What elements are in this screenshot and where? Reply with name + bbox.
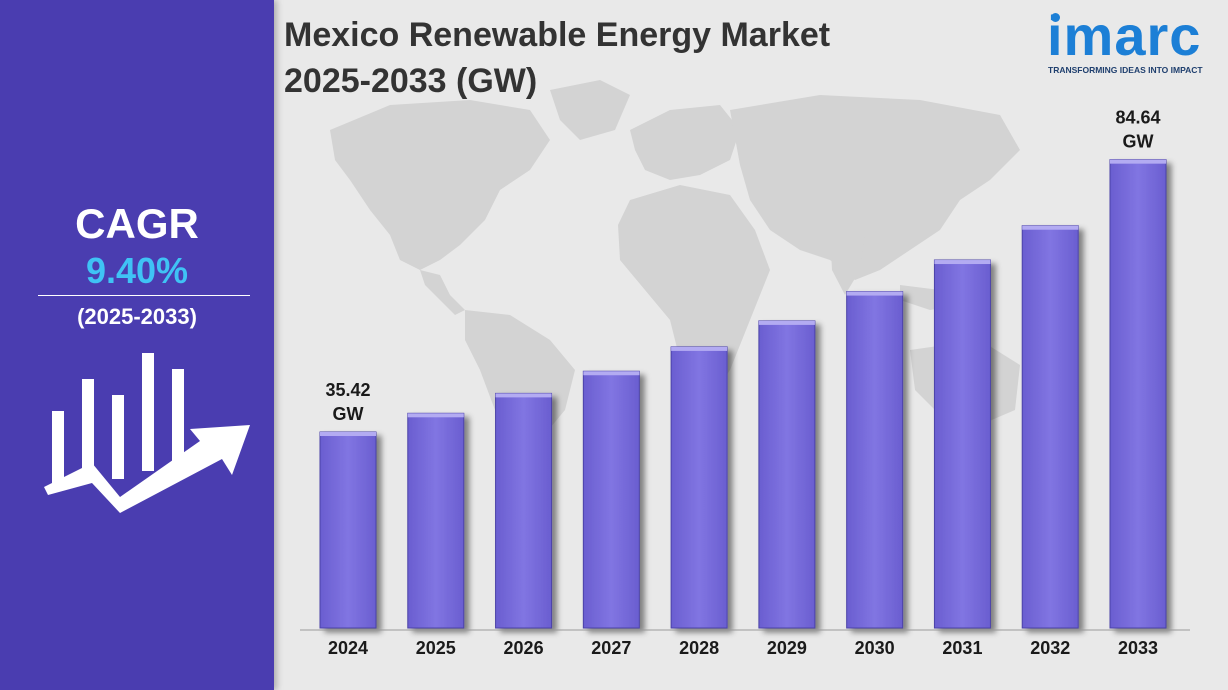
bars-layer [319,159,1167,629]
x-tick-label: 2026 [504,638,544,658]
logo-word: imarc [1047,4,1202,67]
x-tick-label: 2029 [767,638,807,658]
bar-top-highlight-2025 [407,413,464,418]
bar-2024 [319,431,377,629]
cagr-period: (2025-2033) [77,304,197,329]
data-labels: 35.42 GW 84.64 GW [325,108,1160,424]
bar-top-highlight-2032 [1022,225,1079,230]
bar-2028 [670,346,728,629]
imarc-logo: imarc TRANSFORMING IDEAS INTO IMPACT [1045,4,1215,76]
growth-chart-icon [44,353,250,513]
bar-2030 [846,291,904,629]
bar-top-highlight-2024 [320,432,376,437]
bar-top-highlight-2028 [671,346,728,351]
cagr-label: CAGR [75,200,199,247]
x-tick-label: 2024 [328,638,368,658]
cagr-value: 9.40% [85,250,189,291]
chart-title: Mexico Renewable Energy Market 2025-2033… [284,12,924,104]
bar-2026 [495,392,553,629]
x-tick-label: 2027 [591,638,631,658]
x-tick-label: 2031 [942,638,982,658]
x-tick-labels: 2024 2025 2026 2027 2028 2029 2030 2031 2032 2033 [328,638,1158,658]
bar-2025 [407,412,465,629]
data-label: 84.64 [1115,108,1160,128]
bar-top-highlight-2030 [846,291,903,296]
x-tick-label: 2030 [855,638,895,658]
bar-top-highlight-2026 [495,393,552,398]
data-label: 35.42 [325,380,370,400]
bar-2033 [1109,159,1167,629]
bar-2032 [1021,225,1079,629]
bar-top-highlight-2027 [583,371,640,376]
cagr-divider [38,295,250,296]
bar-2027 [582,370,640,629]
data-label: GW [333,404,364,424]
bar-2031 [933,259,991,629]
chart-title-line-2: 2025-2033 (GW) [284,62,538,100]
bar-top-highlight-2031 [934,260,991,265]
x-tick-label: 2025 [416,638,456,658]
cagr-sidebar: CAGR 9.40% (2025-2033) [0,0,274,690]
x-tick-label: 2028 [679,638,719,658]
logo-dot-icon [1051,13,1060,22]
bar-top-highlight-2033 [1110,159,1166,164]
logo-tagline: TRANSFORMING IDEAS INTO IMPACT [1048,65,1203,75]
chart-title-line-1: Mexico Renewable Energy Market [284,16,831,54]
bar-2029 [758,320,816,629]
x-tick-label: 2032 [1030,638,1070,658]
bar-top-highlight-2029 [758,320,815,325]
x-tick-label: 2033 [1118,638,1158,658]
data-label: GW [1123,132,1154,152]
